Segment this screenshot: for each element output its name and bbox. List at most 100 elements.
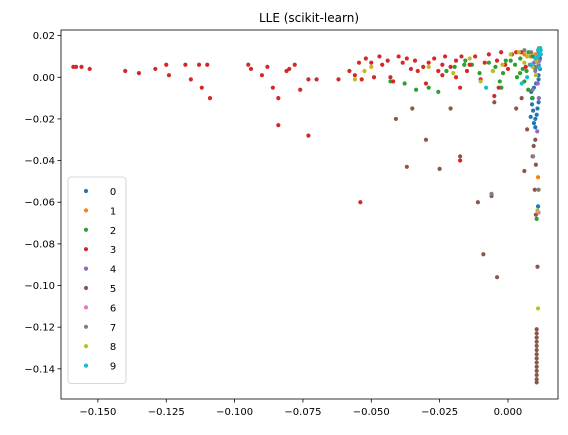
series-5 (393, 95, 540, 385)
data-point (436, 68, 441, 74)
legend-label: 6 (110, 303, 116, 314)
data-point (534, 112, 539, 117)
x-tick-label: −0.025 (421, 407, 458, 418)
data-point (248, 66, 254, 72)
series-3 (71, 50, 528, 205)
data-point (499, 50, 504, 55)
data-point (523, 64, 528, 69)
series-8 (352, 50, 541, 311)
legend-marker (83, 266, 89, 271)
data-point (246, 62, 251, 67)
data-point (164, 62, 169, 67)
data-point (484, 85, 489, 90)
data-point (336, 77, 341, 82)
data-point (531, 108, 536, 113)
data-point (462, 62, 467, 67)
data-point (534, 331, 539, 336)
data-point (525, 75, 530, 80)
legend-box (67, 176, 127, 385)
data-point (535, 106, 540, 111)
y-tick-label: −0.04 (24, 156, 55, 167)
data-point (437, 166, 442, 171)
data-point (458, 85, 463, 90)
data-point (519, 81, 524, 86)
data-point (426, 64, 431, 69)
data-point (276, 95, 281, 101)
data-point (535, 81, 540, 86)
data-point (522, 168, 527, 174)
data-point (402, 81, 407, 86)
data-point (534, 343, 539, 348)
legend-item: 1 (83, 206, 116, 217)
legend-item: 5 (83, 284, 116, 295)
data-point (284, 68, 289, 74)
data-point (536, 95, 541, 101)
data-point (533, 73, 538, 78)
data-point (385, 58, 390, 63)
data-point (536, 187, 541, 192)
data-point (529, 95, 535, 101)
data-point (482, 60, 487, 65)
data-point (347, 68, 352, 74)
legend: 0 1 2 3 4 5 6 7 8 9 (67, 176, 127, 385)
y-tick-label: −0.12 (24, 323, 55, 334)
y-tick-label: −0.02 (24, 114, 55, 125)
x-tick-label: −0.075 (284, 407, 321, 418)
data-point (533, 162, 538, 167)
data-point (534, 380, 539, 385)
data-point (531, 154, 536, 159)
legend-marker (83, 324, 89, 329)
data-point (436, 89, 441, 94)
data-point (530, 87, 535, 92)
data-point (259, 73, 265, 78)
data-point (396, 54, 401, 59)
data-point (415, 68, 420, 74)
data-point (534, 339, 539, 344)
data-point (423, 81, 429, 86)
data-point (531, 143, 536, 149)
data-point (534, 352, 539, 357)
data-point (516, 50, 522, 55)
data-point (276, 123, 281, 128)
legend-item: 8 (83, 342, 116, 353)
data-point (380, 62, 385, 67)
data-point (393, 116, 398, 122)
legend-label: 3 (110, 245, 116, 256)
data-point (358, 200, 363, 205)
series-2 (388, 50, 541, 221)
data-point (359, 77, 364, 82)
data-point (535, 208, 540, 213)
data-point (166, 73, 172, 78)
data-point (453, 58, 459, 63)
legend-item: 9 (83, 362, 116, 373)
data-point (362, 68, 367, 74)
data-point (408, 66, 414, 72)
data-point (136, 71, 142, 76)
data-point (400, 60, 405, 65)
data-point (535, 306, 541, 311)
data-point (473, 54, 478, 59)
data-point (421, 64, 426, 69)
data-point (534, 356, 539, 361)
data-point (534, 347, 539, 353)
y-tick-label: 0.00 (33, 73, 55, 84)
data-point (464, 68, 470, 74)
data-point (467, 56, 472, 61)
legend-marker (83, 188, 89, 194)
data-point (153, 66, 158, 72)
x-axis: −0.150 −0.125 −0.100 −0.075 −0.050 −0.025 0.00… (79, 399, 522, 418)
data-point (452, 64, 457, 69)
data-point (314, 77, 319, 82)
data-point (443, 54, 448, 59)
data-point (426, 85, 431, 90)
data-point (536, 77, 541, 82)
data-point (514, 106, 519, 111)
legend-label: 1 (110, 206, 116, 217)
legend-item: 7 (83, 323, 116, 334)
data-point (298, 87, 303, 92)
data-point (500, 62, 505, 67)
data-point (534, 216, 539, 221)
data-point (535, 264, 540, 269)
data-point (514, 75, 520, 80)
